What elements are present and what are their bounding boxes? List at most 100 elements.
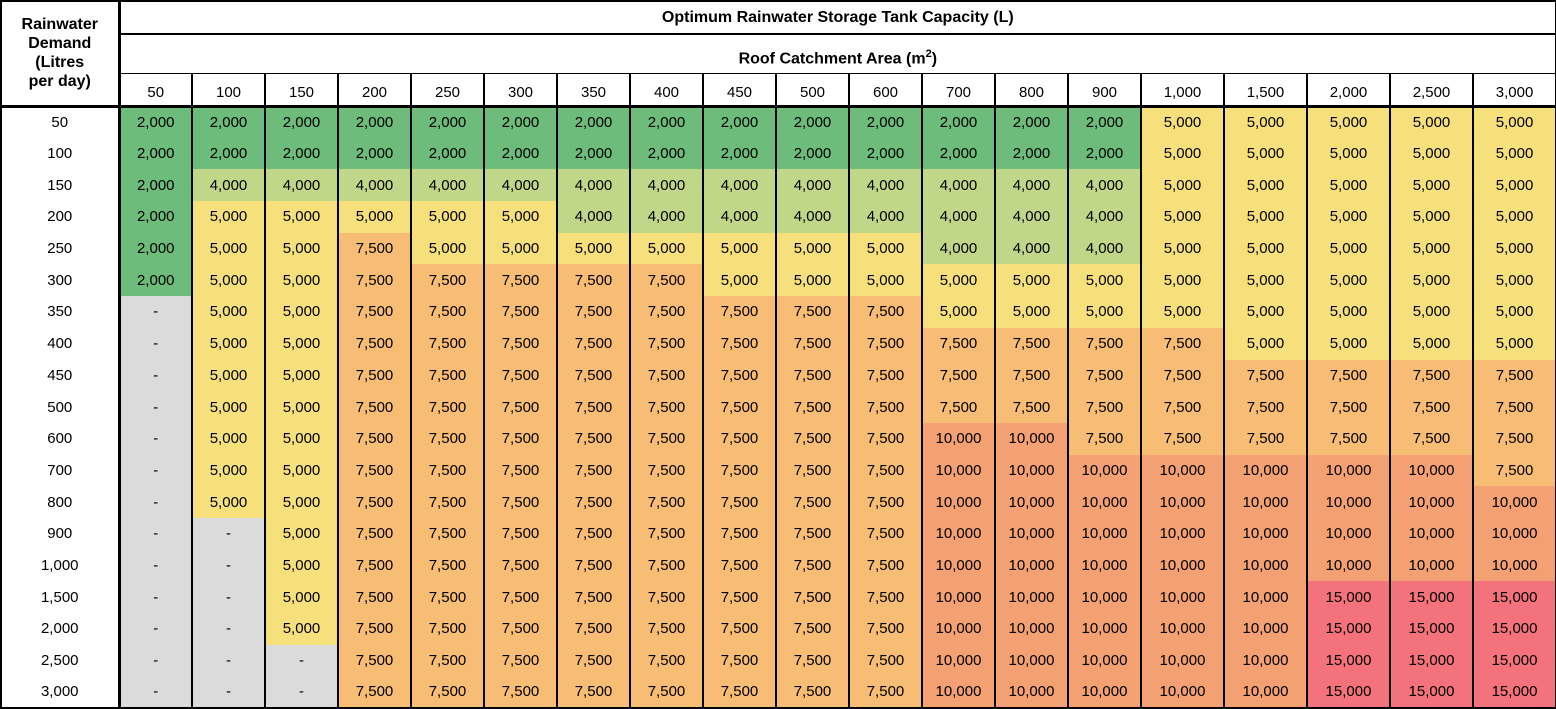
table-cell: 7,500 (702, 613, 776, 645)
table-cell: 7,500 (483, 517, 557, 550)
table-cell: 10,000 (1223, 613, 1307, 645)
table-cell: 7,500 (775, 486, 849, 518)
table-cell: 10,000 (1223, 517, 1307, 550)
table-cell: 7,500 (1306, 422, 1390, 455)
table-cell: 10,000 (1306, 517, 1390, 550)
table-cell: 7,500 (337, 264, 411, 297)
table-cell: 10,000 (1223, 581, 1307, 613)
table-cell: 7,500 (556, 613, 630, 645)
table-row: 800-5,000 5,000 7,500 7,500 7,500 7,500 7,500 7… (1, 486, 1556, 518)
table-cell: 7,500 (483, 422, 557, 455)
table-cell: 4,000 (994, 169, 1068, 202)
table-cell: 5,000 (1067, 296, 1141, 328)
table-cell: 5,000 (1306, 169, 1390, 202)
table-cell: 7,500 (556, 486, 630, 518)
table-cell: - (118, 454, 192, 487)
table-cell: 5,000 (921, 264, 995, 297)
column-axis-label: Roof Catchment Area (m2) (119, 34, 1556, 74)
table-cell: 7,500 (775, 581, 849, 613)
table-cell: 7,500 (337, 232, 411, 265)
table-cell: 15,000 (1471, 676, 1556, 709)
table-cell: 7,500 (921, 359, 995, 392)
table-cell: 5,000 (556, 232, 630, 265)
table-cell: 2,000 (556, 137, 630, 170)
table-cell: 7,500 (629, 644, 703, 677)
table-cell: 5,000 (264, 232, 338, 265)
table-cell: 7,500 (1471, 359, 1556, 392)
table-cell: 7,500 (848, 644, 922, 677)
column-header: 100 (191, 73, 265, 108)
row-header: 600 (1, 422, 121, 455)
table-cell: 2,000 (629, 137, 703, 170)
table-cell: 7,500 (629, 676, 703, 709)
table-cell: 5,000 (1389, 137, 1473, 170)
table-cell: 2,000 (775, 137, 849, 170)
table-cell: 7,500 (702, 359, 776, 392)
table-cell: 5,000 (264, 613, 338, 645)
table-cell: 10,000 (1140, 644, 1224, 677)
table-cell: 10,000 (921, 517, 995, 550)
table-cell: 7,500 (775, 549, 849, 582)
table-cell: 7,500 (337, 676, 411, 709)
table-cell: 5,000 (1140, 232, 1224, 265)
table-cell: 2,000 (118, 106, 192, 138)
row-header: 2,000 (1, 613, 121, 645)
table-cell: 4,000 (848, 169, 922, 202)
table-cell: 7,500 (702, 581, 776, 613)
table-cell: 7,500 (775, 422, 849, 455)
table-cell: 7,500 (337, 486, 411, 518)
table-cell: 5,000 (191, 201, 265, 233)
table-cell: 2,000 (337, 106, 411, 138)
table-cell: 5,000 (1389, 264, 1473, 297)
table-cell: 7,500 (702, 296, 776, 328)
table-cell: 10,000 (1223, 676, 1307, 709)
table-cell: 7,500 (483, 391, 557, 423)
table-cell: 2,000 (994, 106, 1068, 138)
table-cell: 5,000 (1389, 169, 1473, 202)
table-cell: 2,000 (921, 106, 995, 138)
table-cell: 4,000 (337, 169, 411, 202)
table-cell: 10,000 (921, 581, 995, 613)
table-cell: - (191, 581, 265, 613)
table-cell: 7,500 (410, 264, 484, 297)
table-cell: 15,000 (1389, 613, 1473, 645)
table-cell: 2,000 (921, 137, 995, 170)
column-header: 250 (410, 73, 484, 108)
table-cell: - (118, 613, 192, 645)
column-axis-label-suffix: ) (931, 50, 938, 68)
column-header: 400 (629, 73, 703, 108)
table-cell: 7,500 (556, 549, 630, 582)
table-row: 600-5,000 5,000 7,500 7,500 7,500 7,500 7,500 7… (1, 422, 1556, 455)
table-cell: 10,000 (1067, 676, 1141, 709)
table-cell: 10,000 (994, 454, 1068, 487)
table-cell: 7,500 (1389, 359, 1473, 392)
table-cell: 2,000 (191, 137, 265, 170)
table-cell: 7,500 (337, 296, 411, 328)
table-cell: 7,500 (410, 359, 484, 392)
table-cell: 10,000 (994, 613, 1068, 645)
column-header: 2,500 (1389, 73, 1473, 108)
table-cell: 7,500 (1223, 422, 1307, 455)
table-cell: 7,500 (629, 327, 703, 360)
table-cell: 5,000 (264, 296, 338, 328)
table-cell: - (118, 676, 192, 709)
table-cell: 5,000 (264, 264, 338, 297)
table-cell: 5,000 (410, 232, 484, 265)
table-cell: 7,500 (483, 296, 557, 328)
table-cell: 10,000 (1223, 549, 1307, 582)
table-row: 450-5,000 5,000 7,500 7,500 7,500 7,500 7,500 7… (1, 359, 1556, 392)
table-cell: 2,000 (848, 106, 922, 138)
table-cell: 5,000 (994, 296, 1068, 328)
table-cell: 5,000 (191, 232, 265, 265)
table-cell: 4,000 (994, 201, 1068, 233)
table-cell: 5,000 (337, 201, 411, 233)
table-row: 700-5,000 5,000 7,500 7,500 7,500 7,500 7,500 7… (1, 454, 1556, 487)
table-cell: 5,000 (1306, 137, 1390, 170)
table-row: Roof Catchment Area (m2) (1, 34, 1556, 74)
table-cell: 7,500 (775, 613, 849, 645)
table-row: 150 2,000 4,000 4,000 4,000 4,000 4,000 4,000 4,… (1, 169, 1556, 202)
table-cell: 7,500 (556, 676, 630, 709)
table-cell: 7,500 (629, 486, 703, 518)
table-cell: 10,000 (921, 613, 995, 645)
